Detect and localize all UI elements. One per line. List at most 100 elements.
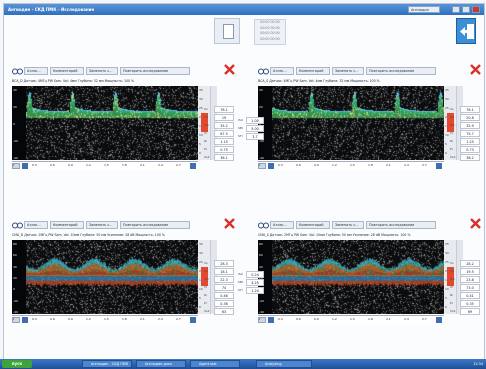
gain-scale[interactable]: 35 30 25 20 15 10 5 0 — [198, 240, 210, 314]
reading-label: Vs2 — [450, 155, 456, 159]
scale-select[interactable]: ▾ — [258, 163, 266, 169]
gain-scale[interactable]: 35 30 25 20 15 10 5 0 — [198, 86, 210, 160]
taskbar-item[interactable]: Analyzing — [256, 360, 312, 368]
time-line: 00:00 00:00 — [260, 25, 280, 30]
report-button[interactable] — [214, 18, 240, 44]
start-button[interactable]: пуск — [2, 360, 32, 368]
y-tick-label: 20 — [259, 105, 263, 109]
reading-label: Vs2 — [450, 309, 456, 313]
panel-button[interactable]: Комментарий — [50, 221, 84, 229]
panel-button[interactable]: Комментарий — [50, 67, 84, 75]
taskbar-item[interactable]: Ангиодин - СКД ПМК — [82, 360, 132, 368]
gain-scale[interactable]: 35 30 25 20 15 10 5 0 — [444, 240, 456, 314]
reading-label: Vs2 — [204, 309, 210, 313]
minimize-icon[interactable] — [452, 6, 460, 13]
reading-value: 36.1 — [214, 154, 234, 161]
y-tick-label: 40 — [259, 88, 263, 92]
reading-value: 67.5 — [214, 130, 234, 137]
scroll-left-icon[interactable] — [22, 317, 28, 323]
velocity-readings: Vs 28.2 Vd 19.5 Vm 23.8 Vr 73.0 Ri 0.41 Pi 0.35 Vs2 6… — [450, 260, 484, 316]
y-tick-label: -20 — [259, 298, 264, 303]
scroll-right-icon[interactable] — [436, 163, 442, 169]
index-label: STI — [238, 288, 243, 292]
x-tick-label: 0.3 — [278, 163, 283, 167]
reading-label: Vd — [450, 115, 454, 119]
reading-label: Vs — [450, 261, 454, 265]
scroll-left-icon[interactable] — [268, 163, 274, 169]
gain-tick-label: 10 — [445, 133, 449, 137]
doppler-panel: Атлас... Комментарий Заменить с... Повторит… — [254, 217, 484, 367]
reading-value: 36.2 — [460, 154, 480, 161]
panel-button[interactable]: Повторить исследование — [366, 67, 436, 75]
doppler-spectrum — [272, 240, 444, 314]
window-title: Ангиодин - СКД ПМК - Исследование — [8, 7, 95, 12]
gain-scale[interactable]: 35 30 25 20 15 10 5 0 — [444, 86, 456, 160]
reading-label: Ri — [450, 139, 453, 143]
reading-value: 76.1 — [460, 106, 480, 113]
doppler-spectrum — [26, 240, 198, 314]
panel-button[interactable]: Повторить исследование — [120, 221, 190, 229]
vertical-scrollbar[interactable] — [456, 240, 463, 314]
channel-icon[interactable] — [12, 222, 23, 229]
taskbar-item[interactable]: Agent.stat — [190, 360, 240, 368]
maximize-icon[interactable] — [462, 6, 470, 13]
delete-icon[interactable] — [469, 63, 482, 76]
x-tick-label: 0.3 — [32, 317, 37, 321]
x-tick-label: 1.8 — [122, 163, 127, 167]
panel-button[interactable]: Повторить исследование — [366, 221, 436, 229]
channel-icon[interactable] — [258, 68, 269, 75]
channel-icon[interactable] — [258, 222, 269, 229]
reading-label: Vr — [204, 131, 208, 135]
vertical-scrollbar[interactable] — [210, 86, 217, 160]
panel-button[interactable]: Атлас... — [24, 67, 48, 75]
x-tick-label: 0.6 — [50, 317, 55, 321]
gain-tick-label: 5 — [445, 142, 447, 146]
vertical-scrollbar[interactable] — [210, 240, 217, 314]
delete-icon[interactable] — [469, 217, 482, 230]
exit-button[interactable] — [456, 18, 476, 44]
doppler-spectrum — [26, 86, 198, 160]
mode-select[interactable]: Ангиодин — [408, 6, 440, 13]
scroll-right-icon[interactable] — [436, 317, 442, 323]
velocity-readings: Vs 76.1 Vd 19 Vm 35.2 Vr 67.5 Ri 1.15 Pi 0.75 Vs2 36.… — [204, 106, 238, 162]
index-value: 5.00 — [246, 125, 264, 132]
panel-button[interactable]: Атлас... — [24, 221, 48, 229]
scroll-left-icon[interactable] — [268, 317, 274, 323]
panel-button[interactable]: Атлас... — [270, 67, 294, 75]
reading-value: 18.1 — [214, 268, 234, 275]
panel-toolbar: Атлас... Комментарий Заменить с... Повторит… — [8, 217, 240, 231]
channel-icon[interactable] — [12, 68, 23, 75]
taskbar-item[interactable]: Ангиодин.докл — [136, 360, 186, 368]
vertical-scrollbar[interactable] — [456, 86, 463, 160]
panel-button[interactable]: Повторить исследование — [120, 67, 190, 75]
scale-select[interactable]: ▾ — [12, 317, 20, 323]
scroll-left-icon[interactable] — [22, 163, 28, 169]
delete-icon[interactable] — [223, 63, 236, 76]
panel-button[interactable]: Атлас... — [270, 221, 294, 229]
scroll-right-icon[interactable] — [190, 317, 196, 323]
delete-icon[interactable] — [223, 217, 236, 230]
y-tick-label: 20 — [13, 105, 17, 109]
velocity-axis: 40 20 0 -20 -40 — [12, 86, 26, 160]
reading-value: 76.1 — [214, 106, 234, 113]
panel-button[interactable]: Заменить с... — [332, 67, 364, 75]
reading-value: 28.3 — [214, 260, 234, 267]
scroll-right-icon[interactable] — [190, 163, 196, 169]
panel-button[interactable]: Комментарий — [296, 221, 330, 229]
y-tick-label: 80 — [259, 242, 263, 246]
reading-value: 22.3 — [214, 276, 234, 283]
panel-button[interactable]: Заменить с... — [86, 67, 118, 75]
close-window-icon[interactable] — [472, 6, 480, 13]
panel-button[interactable]: Заменить с... — [332, 221, 364, 229]
scale-select[interactable]: ▾ — [12, 163, 20, 169]
reading-value: 1.15 — [214, 138, 234, 145]
reading-value: 0.35 — [460, 300, 480, 307]
x-tick-label: 2.1 — [386, 317, 391, 321]
reading-label: Vm — [204, 123, 209, 127]
panel-button[interactable]: Комментарий — [296, 67, 330, 75]
panel-button[interactable]: Заменить с... — [86, 221, 118, 229]
scale-select[interactable]: ▾ — [258, 317, 266, 323]
gain-tick-label: 35 — [199, 242, 203, 246]
reading-value: 0.36 — [214, 300, 234, 307]
panel-toolbar: Атлас... Комментарий Заменить с... Повторит… — [254, 63, 484, 77]
